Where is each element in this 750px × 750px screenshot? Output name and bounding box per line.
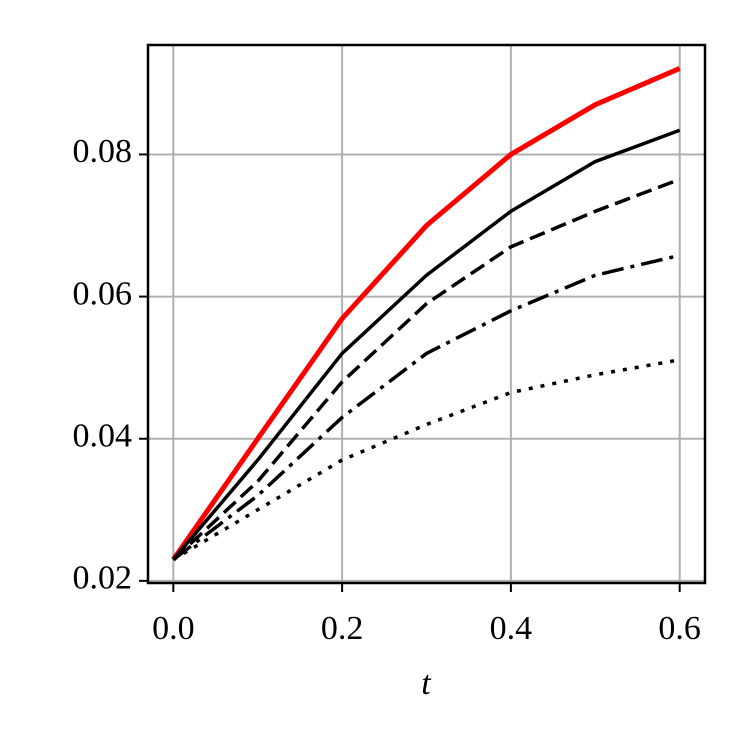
line-series [172,358,680,562]
y-tick-label: 0.06 [73,275,133,312]
y-tick-label: 0.04 [73,418,133,455]
line-series [171,128,681,561]
x-axis-label: t [421,665,432,702]
lines [171,66,681,562]
x-tick-label: 0.6 [658,610,701,647]
x-tick-label: 0.2 [321,610,364,647]
line-series [172,253,681,561]
grid [148,45,705,583]
line-series [171,66,681,561]
x-tick-label: 0.4 [490,610,533,647]
y-tick-label: 0.08 [73,133,133,170]
y-tick-label: 0.02 [73,560,133,597]
axes-frame [146,43,707,585]
line-series [172,177,681,561]
x-tick-label: 0.0 [152,610,195,647]
